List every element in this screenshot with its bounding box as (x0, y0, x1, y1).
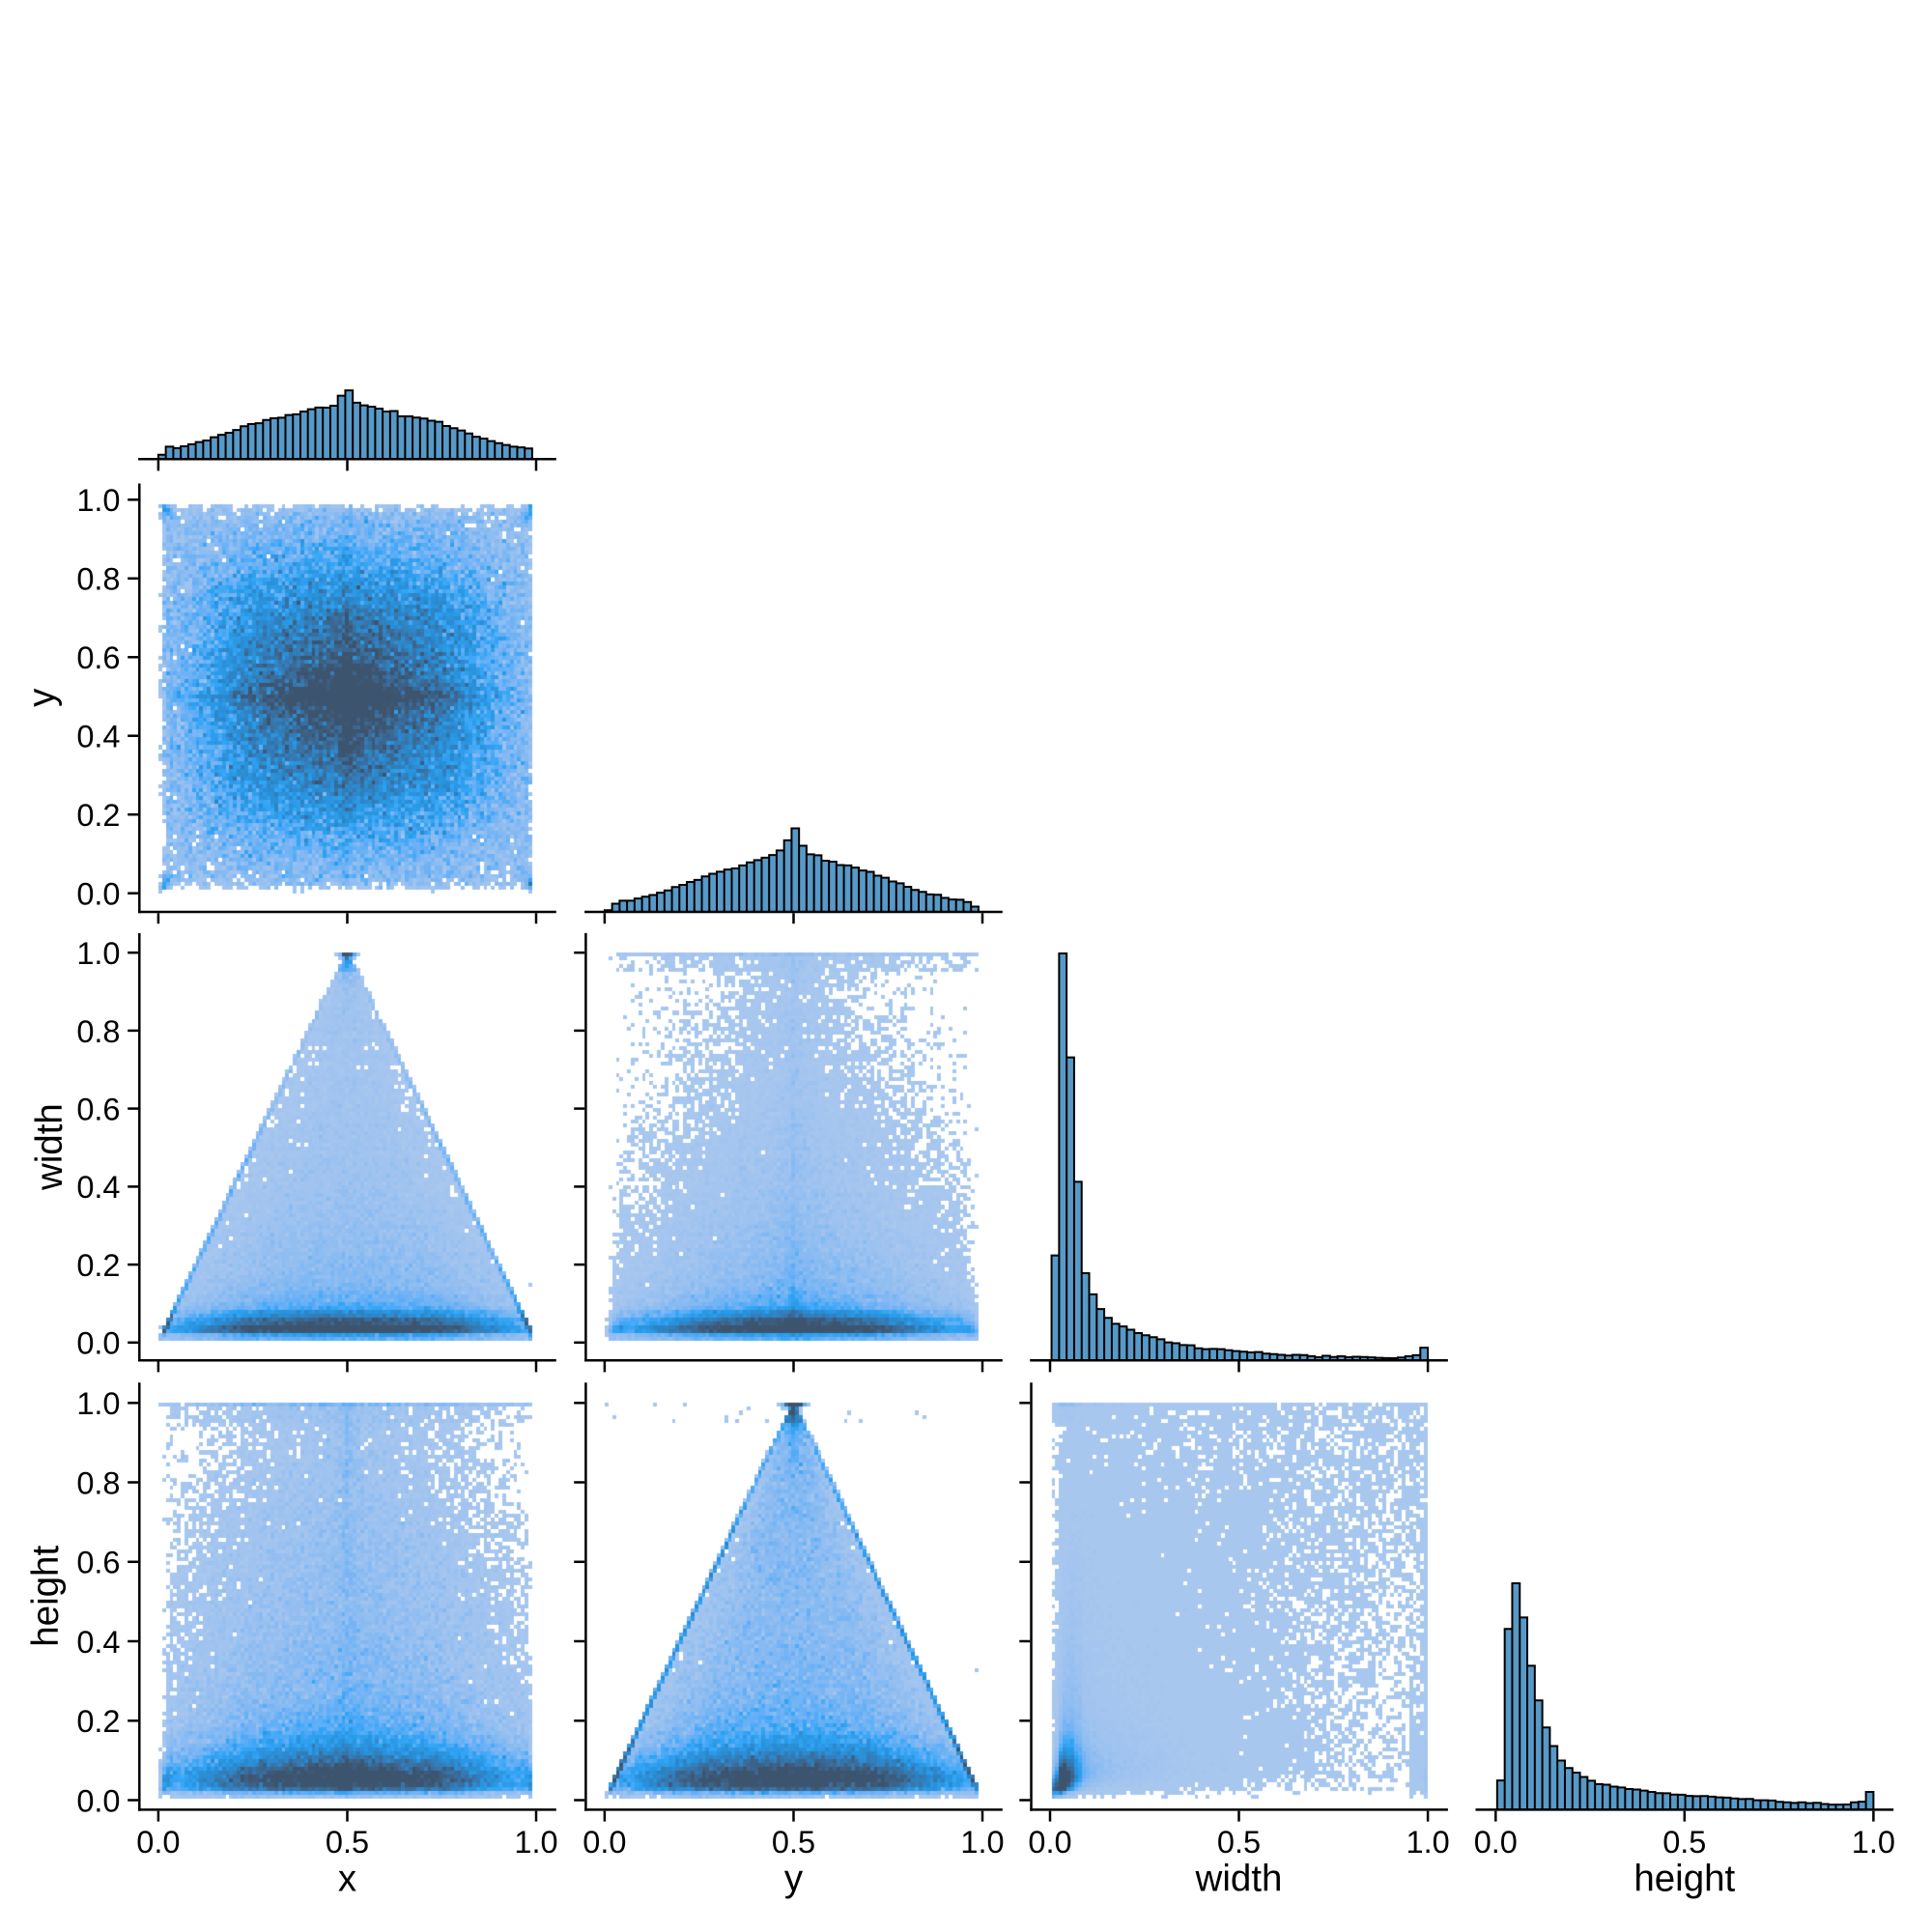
svg-text:y: y (784, 1859, 804, 1900)
svg-text:0.4: 0.4 (76, 720, 120, 754)
svg-text:y: y (21, 688, 63, 707)
svg-text:0.5: 0.5 (1217, 1825, 1261, 1860)
svg-text:x: x (338, 1859, 356, 1900)
svg-text:0.0: 0.0 (1474, 1825, 1518, 1860)
svg-text:1.0: 1.0 (76, 1386, 120, 1421)
svg-text:0.6: 0.6 (76, 1546, 120, 1580)
svg-text:0.0: 0.0 (76, 877, 120, 912)
svg-text:0.8: 0.8 (76, 1014, 120, 1049)
svg-text:0.0: 0.0 (1028, 1825, 1071, 1860)
svg-text:0.6: 0.6 (76, 1093, 120, 1127)
svg-text:0.0: 0.0 (582, 1825, 626, 1860)
svg-text:1.0: 1.0 (76, 483, 120, 518)
svg-text:0.2: 0.2 (76, 1248, 120, 1283)
svg-text:1.0: 1.0 (1852, 1825, 1895, 1860)
svg-text:0.8: 0.8 (76, 562, 120, 597)
svg-text:0.5: 0.5 (326, 1825, 369, 1860)
svg-text:0.5: 0.5 (1662, 1825, 1706, 1860)
svg-text:width: width (29, 1103, 71, 1191)
svg-text:height: height (25, 1546, 67, 1647)
svg-text:0.0: 0.0 (136, 1825, 180, 1860)
svg-text:0.2: 0.2 (76, 1704, 120, 1739)
svg-text:0.2: 0.2 (76, 798, 120, 833)
svg-text:0.4: 0.4 (76, 1170, 120, 1205)
svg-text:1.0: 1.0 (1406, 1825, 1450, 1860)
svg-text:0.6: 0.6 (76, 640, 120, 675)
svg-text:0.0: 0.0 (76, 1783, 120, 1818)
svg-text:0.5: 0.5 (772, 1825, 815, 1860)
svg-text:0.8: 0.8 (76, 1465, 120, 1500)
svg-text:1.0: 1.0 (514, 1825, 557, 1860)
svg-text:height: height (1634, 1859, 1735, 1900)
svg-text:1.0: 1.0 (76, 936, 120, 971)
svg-text:0.0: 0.0 (76, 1326, 120, 1361)
svg-text:1.0: 1.0 (960, 1825, 1004, 1860)
svg-text:width: width (1195, 1859, 1283, 1900)
svg-text:0.4: 0.4 (76, 1625, 120, 1660)
